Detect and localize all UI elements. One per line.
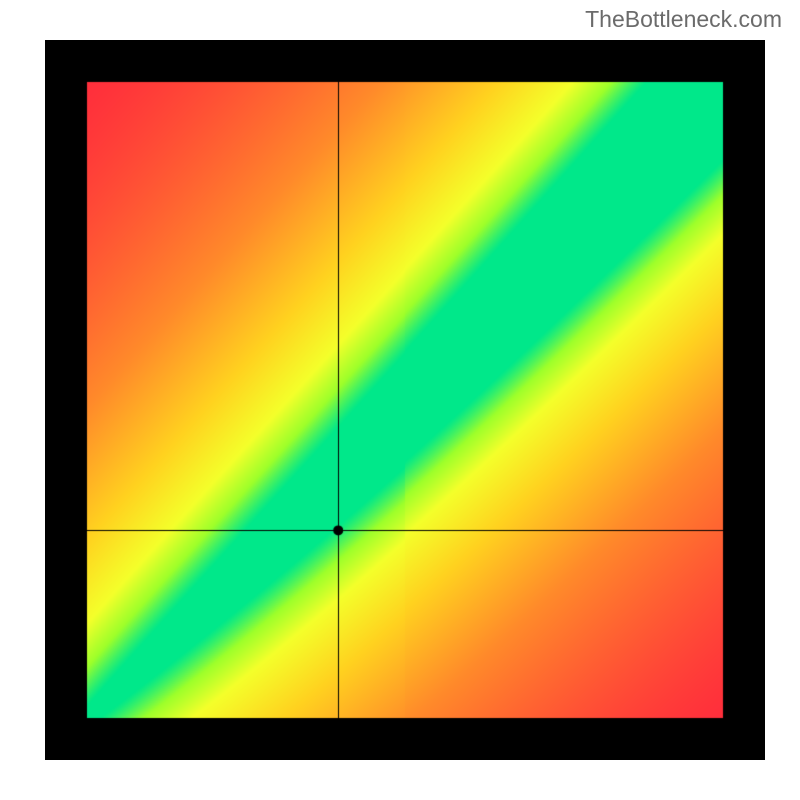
watermark-text: TheBottleneck.com xyxy=(585,6,782,33)
bottleneck-heatmap-canvas xyxy=(45,40,765,760)
